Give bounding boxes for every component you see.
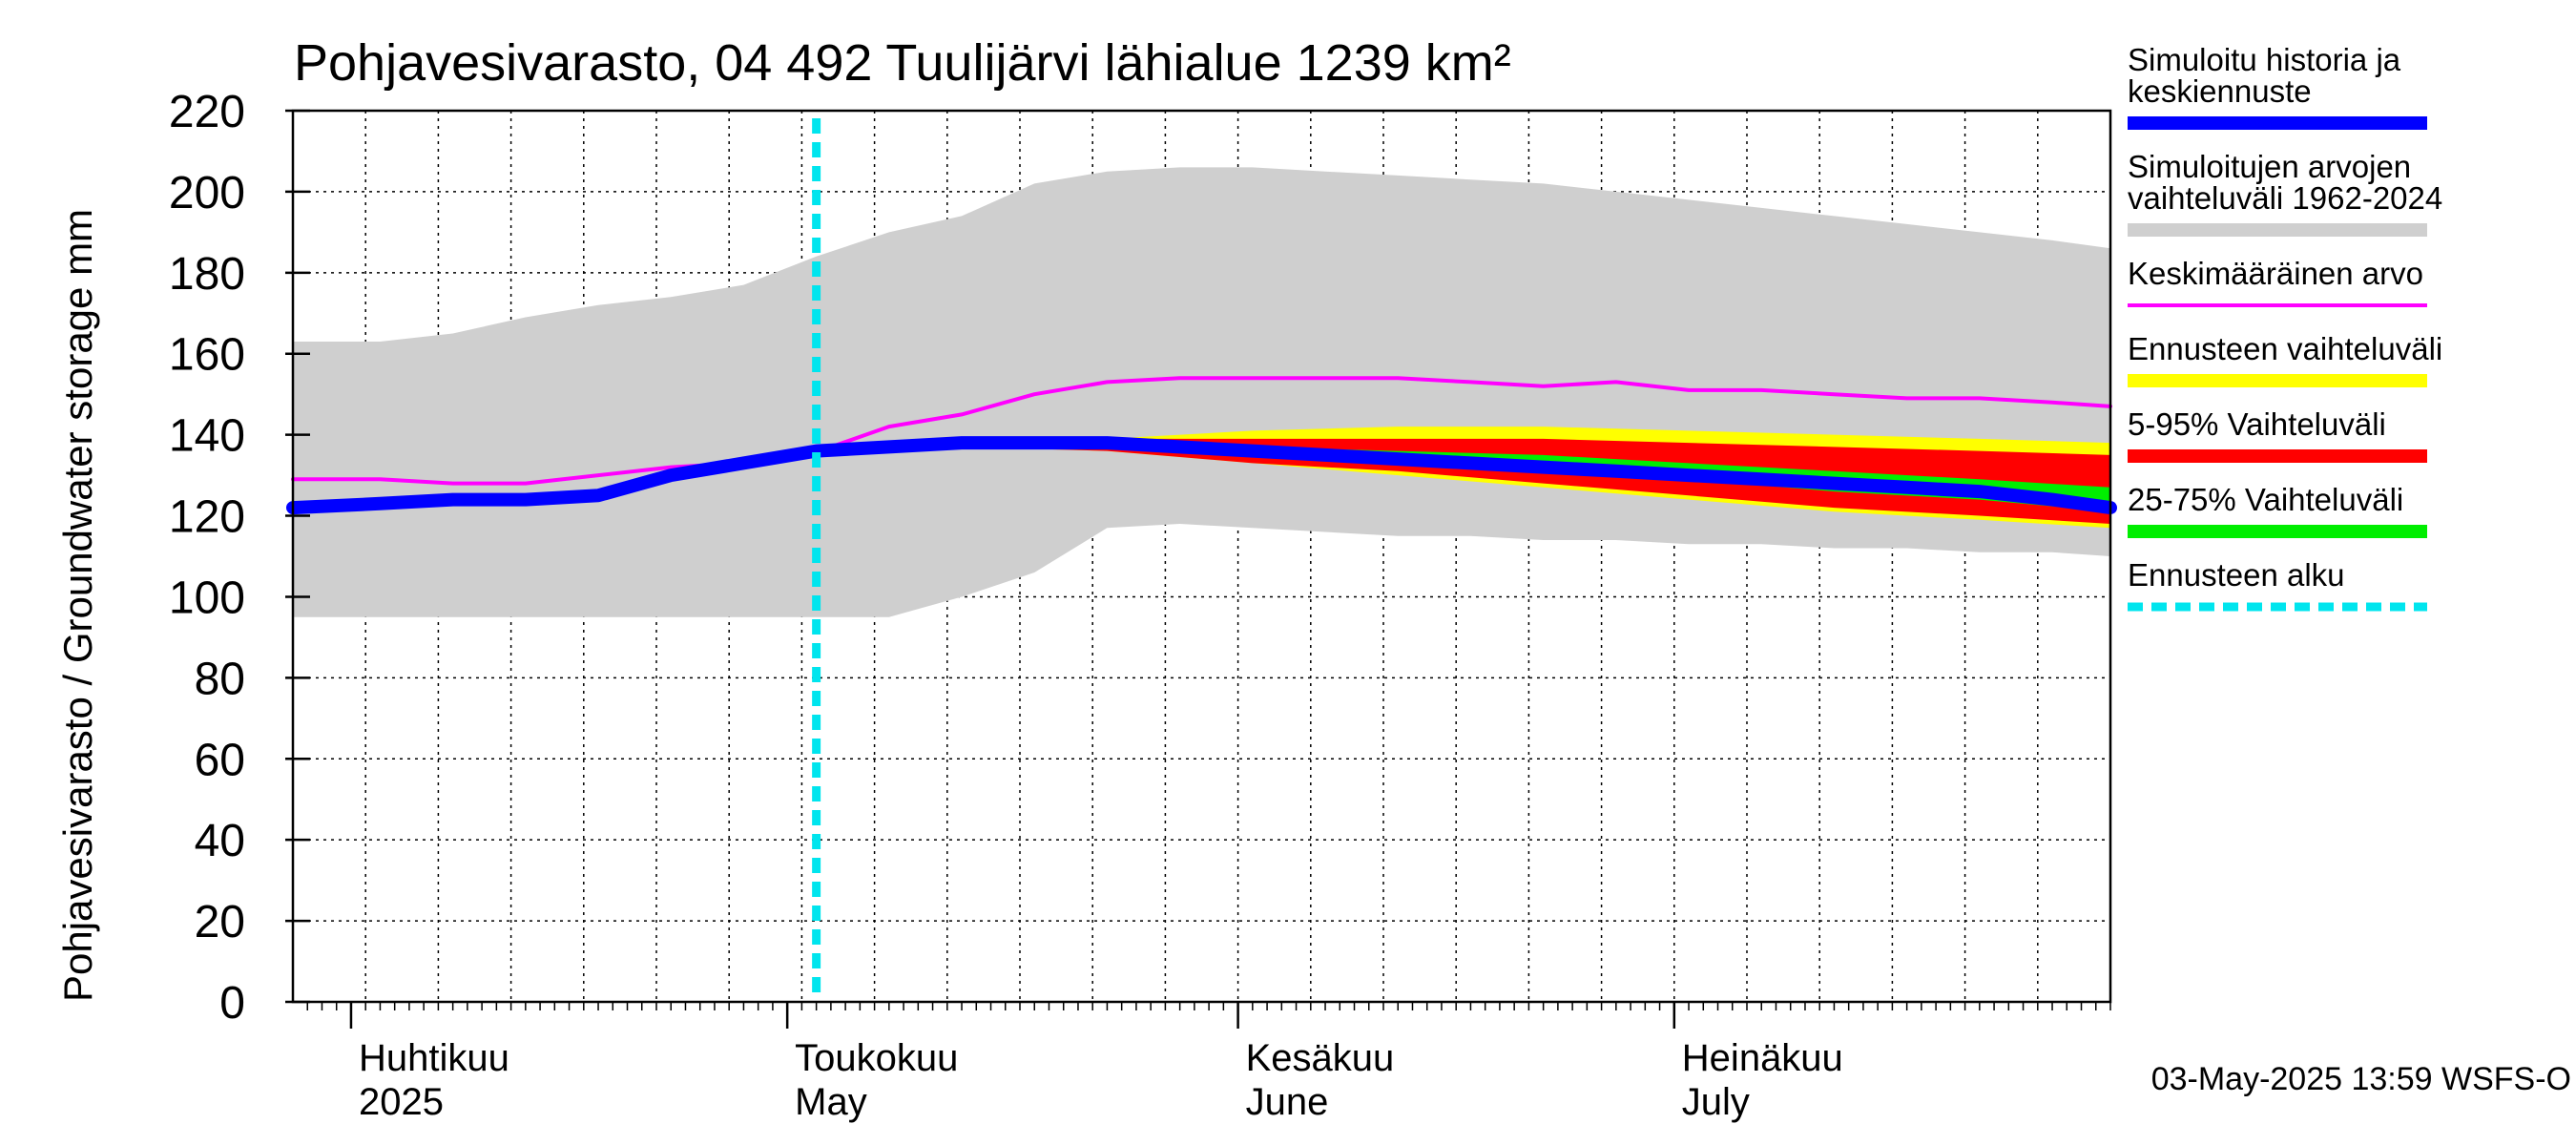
simulated-range-area xyxy=(293,167,2110,617)
simulated-history-line xyxy=(286,436,2117,515)
y-tick-label: 20 xyxy=(195,897,245,947)
y-axis-label: Pohjavesivarasto / Groundwater storage m… xyxy=(55,209,100,1002)
y-tick-labels: 0 20 40 60 80 100 120 140 160 180 200 220 xyxy=(169,87,245,1029)
month-label-fi: Kesäkuu xyxy=(1246,1037,1395,1079)
mean-value-line xyxy=(291,376,2112,486)
chart-areas xyxy=(293,167,2110,617)
month-label-en: 2025 xyxy=(359,1081,444,1123)
y-tick-label: 0 xyxy=(219,978,245,1029)
y-tick-label: 140 xyxy=(169,411,245,462)
month-label-fi: Heinäkuu xyxy=(1682,1037,1843,1079)
y-tick-label: 200 xyxy=(169,168,245,219)
month-label-en: June xyxy=(1246,1081,1329,1123)
y-tick-label: 160 xyxy=(169,330,245,381)
legend-label-sim_range: Simuloitujen arvojen vaihteluväli 1962-20… xyxy=(2128,149,2442,216)
axes xyxy=(285,109,2112,1029)
month-label-fi: Toukokuu xyxy=(795,1037,958,1079)
legend: Simuloitu historia ja keskiennuste Simuloi… xyxy=(2128,42,2442,612)
chart-title: Pohjavesivarasto, 04 492 Tuulijärvi lähi… xyxy=(294,34,1511,92)
legend-label-fc_start: Ennusteen alku xyxy=(2128,557,2345,593)
percentile-5-95-area xyxy=(816,438,2110,524)
y-tick-label: 80 xyxy=(195,654,245,704)
y-tick-label: 120 xyxy=(169,492,245,543)
y-tick-label: 60 xyxy=(195,735,245,785)
y-tick-label: 220 xyxy=(169,87,245,137)
legend-label-fc_range: Ennusteen vaihteluväli xyxy=(2128,331,2442,366)
chart-lines xyxy=(286,118,2117,1002)
month-label-en: May xyxy=(795,1081,867,1123)
legend-label-p5_95: 5-95% Vaihteluväli xyxy=(2128,406,2386,442)
y-tick-label: 100 xyxy=(169,572,245,623)
y-tick-label: 40 xyxy=(195,816,245,866)
month-label-en: July xyxy=(1682,1081,1750,1123)
legend-label-mean: Keskimääräinen arvo xyxy=(2128,256,2423,291)
y-tick-label: 180 xyxy=(169,249,245,300)
timestamp: 03-May-2025 13:59 WSFS-O xyxy=(2151,1061,2571,1097)
legend-label-p25_75: 25-75% Vaihteluväli xyxy=(2128,482,2403,517)
plot-frame xyxy=(291,109,2112,1004)
legend-label-history: Simuloitu historia ja keskiennuste xyxy=(2128,42,2401,109)
month-label-fi: Huhtikuu xyxy=(359,1037,509,1079)
